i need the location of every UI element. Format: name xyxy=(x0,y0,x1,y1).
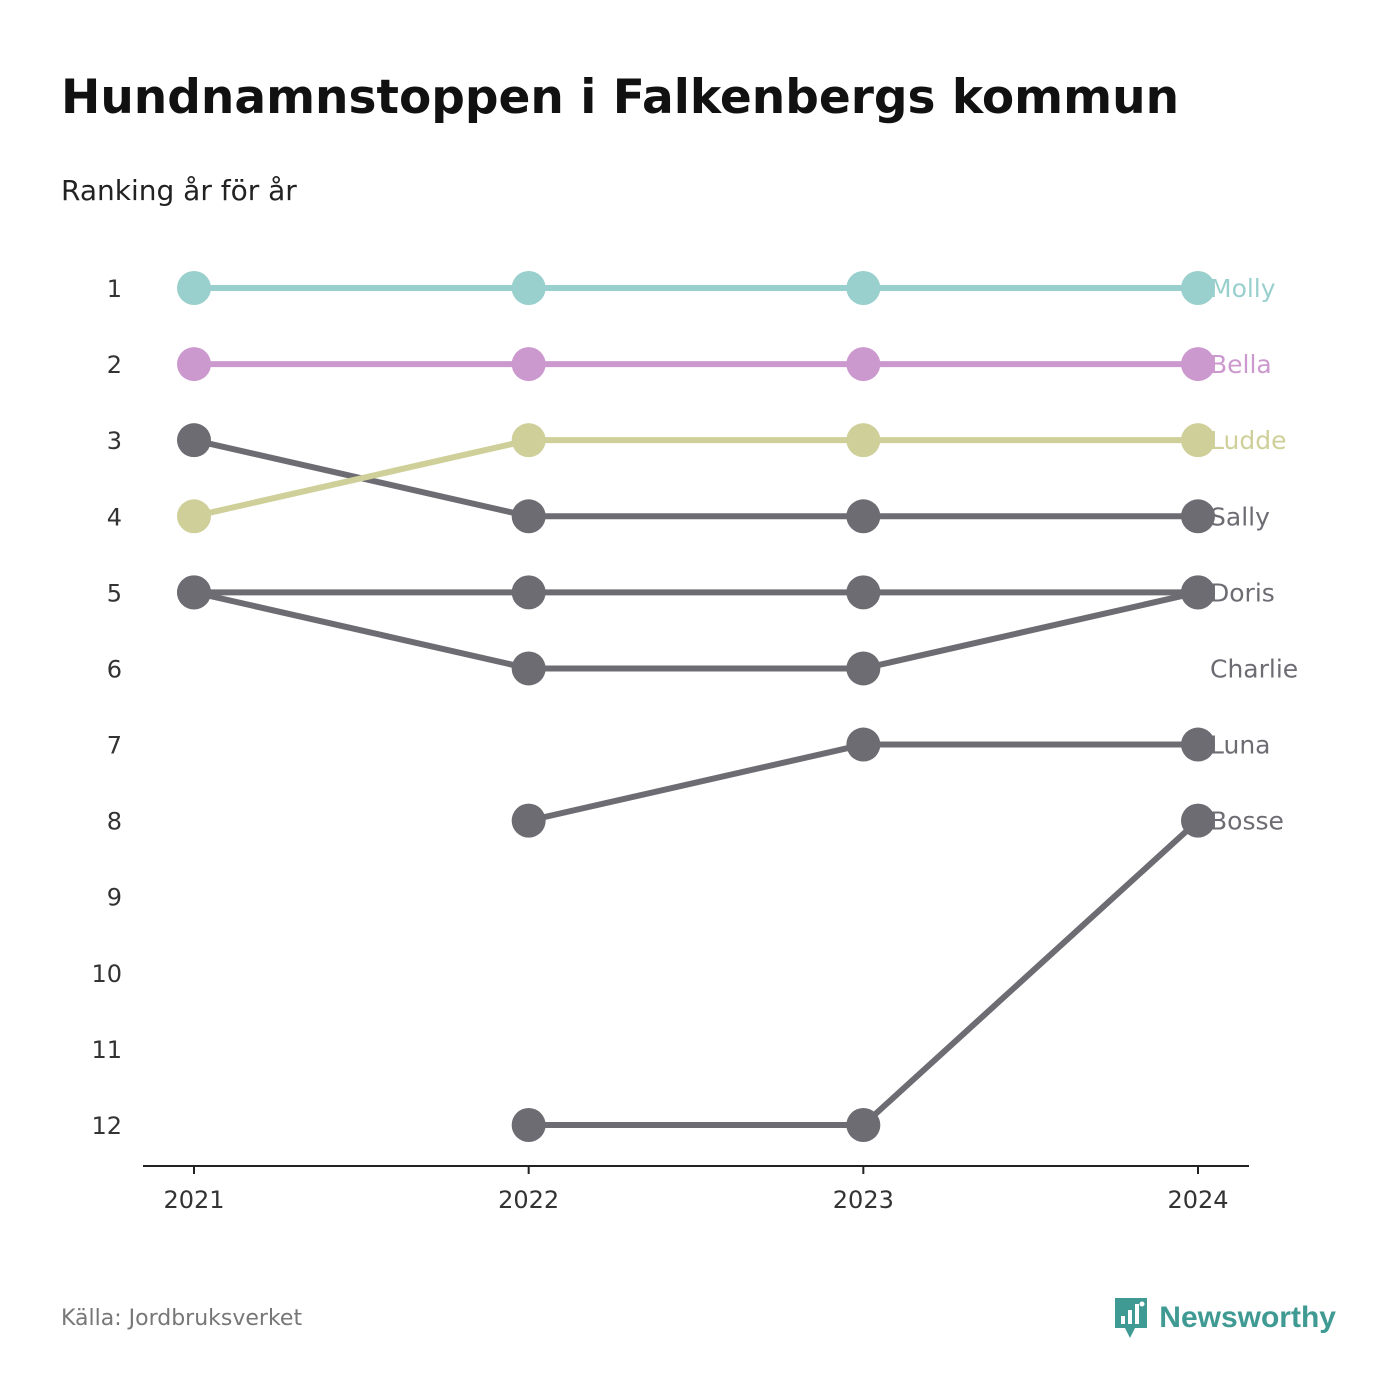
series-line-bosse xyxy=(528,818,1201,1128)
x-tick-label: 2022 xyxy=(498,1186,559,1214)
y-tick-label: 4 xyxy=(107,503,122,531)
series-point-molly xyxy=(846,271,881,305)
x-tick-label: 2021 xyxy=(163,1186,224,1214)
series-point-charlie xyxy=(1181,575,1215,610)
source-note: Källa: Jordbruksverket xyxy=(61,1306,303,1331)
series-label-charlie: Charlie xyxy=(1210,654,1298,683)
series-charlie xyxy=(177,575,1215,686)
series-point-sally xyxy=(511,499,546,534)
series-label-bella: Bella xyxy=(1210,350,1272,379)
y-tick-label: 8 xyxy=(107,808,122,836)
series-label-doris: Doris xyxy=(1210,578,1275,607)
series-point-charlie xyxy=(511,651,546,686)
series-point-bella xyxy=(846,347,881,382)
series-doris xyxy=(177,575,1215,610)
series-point-sally xyxy=(177,423,211,458)
series-point-charlie xyxy=(177,575,211,610)
chart-subtitle: Ranking år för år xyxy=(61,174,297,207)
series-point-bosse xyxy=(846,1108,881,1142)
y-tick-label: 1 xyxy=(107,275,122,303)
series-point-bella xyxy=(1181,347,1215,382)
newsworthy-logo-icon xyxy=(1115,1298,1148,1338)
y-tick-label: 7 xyxy=(107,732,122,760)
series-point-doris xyxy=(846,575,881,610)
series-line-ludde xyxy=(193,437,1198,520)
series-ludde xyxy=(177,423,1215,534)
y-tick-label: 6 xyxy=(107,655,122,683)
series-label-luna: Luna xyxy=(1210,731,1271,760)
series-bosse xyxy=(511,803,1215,1142)
brand-name: Newsworthy xyxy=(1159,1301,1336,1334)
y-tick-label: 3 xyxy=(107,427,122,455)
series-luna xyxy=(511,727,1215,838)
x-tick-label: 2024 xyxy=(1167,1186,1228,1214)
series-point-charlie xyxy=(846,651,881,686)
y-tick-label: 2 xyxy=(107,351,122,379)
x-axis: 2021 2022 2023 2024 xyxy=(143,1165,1249,1214)
series-layer xyxy=(177,271,1215,1142)
series-point-luna xyxy=(1181,727,1215,762)
series-point-molly xyxy=(511,271,546,305)
series-point-bosse xyxy=(511,1108,546,1142)
series-point-luna xyxy=(846,727,881,762)
y-tick-label: 9 xyxy=(107,884,122,912)
series-point-bosse xyxy=(1181,803,1215,838)
y-tick-label: 10 xyxy=(91,960,122,988)
y-tick-label: 11 xyxy=(91,1036,122,1064)
series-point-molly xyxy=(177,271,211,305)
series-labels: Molly Bella Ludde Sally Doris Charlie Luna Boss… xyxy=(1210,274,1298,836)
x-tick-label: 2023 xyxy=(833,1186,894,1214)
series-point-ludde xyxy=(177,499,211,534)
series-line-sally xyxy=(193,437,1198,520)
y-tick-label: 5 xyxy=(107,579,122,607)
series-point-sally xyxy=(846,499,881,534)
brand-logo: Newsworthy xyxy=(1113,1296,1336,1340)
series-line-charlie xyxy=(193,589,1199,672)
series-point-bella xyxy=(177,347,211,382)
series-point-bella xyxy=(511,347,546,382)
series-molly xyxy=(177,271,1215,305)
series-label-sally: Sally xyxy=(1210,502,1270,531)
chart-title: Hundnamnstoppen i Falkenbergs kommun xyxy=(61,70,1180,125)
series-point-ludde xyxy=(1181,423,1215,458)
series-label-ludde: Ludde xyxy=(1210,426,1286,455)
series-point-ludde xyxy=(846,423,881,458)
y-tick-label: 12 xyxy=(91,1112,122,1140)
series-point-sally xyxy=(1181,499,1215,534)
series-point-ludde xyxy=(511,423,546,458)
series-point-doris xyxy=(511,575,546,610)
series-label-molly: Molly xyxy=(1210,274,1276,303)
series-bella xyxy=(177,347,1215,382)
series-point-molly xyxy=(1181,271,1215,305)
series-label-bosse: Bosse xyxy=(1210,807,1284,836)
series-point-luna xyxy=(511,803,546,838)
